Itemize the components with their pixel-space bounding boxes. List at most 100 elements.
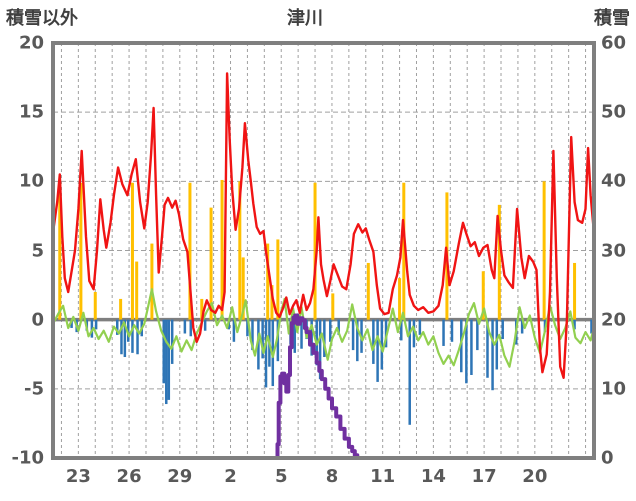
red-line (51, 72, 596, 379)
left-tick-0: 0 (31, 309, 44, 331)
precip-bars-yellow-bar (119, 298, 123, 320)
x-tick-2: 2 (224, 466, 237, 487)
negative-bars-blue-bar (203, 319, 207, 331)
negative-bars-blue-bar (131, 319, 134, 353)
negative-bars-blue-bar (486, 319, 489, 378)
precip-bars-yellow-bar (93, 292, 97, 320)
negative-bars-blue-bar (418, 319, 422, 335)
precip-bars-yellow-bar (209, 207, 213, 320)
precip-bars-yellow-bar (331, 293, 335, 320)
negative-bars-blue-bar (495, 319, 499, 370)
negative-bars-blue-bar (351, 319, 355, 351)
station-title: 津川 (287, 8, 323, 29)
precip-bars-yellow-bar (542, 181, 546, 320)
precip-bars-yellow-bar (402, 182, 406, 320)
right-tick-20: 20 (601, 309, 627, 331)
negative-bars-blue-bar (123, 319, 127, 358)
x-tick-17: 17 (471, 466, 497, 487)
negative-bars-blue-bar (126, 319, 130, 342)
left-tick-20: 20 (18, 32, 44, 54)
negative-bars-blue-bar (318, 319, 322, 380)
negative-bars-blue-bar (165, 319, 168, 405)
negative-bars-blue-bar (261, 319, 264, 359)
precip-bars-yellow-bar (241, 257, 245, 320)
negative-bars-blue-bar (470, 319, 473, 375)
negative-bars-blue-bar (300, 319, 303, 349)
left-tick--5: -5 (24, 378, 44, 400)
negative-bars-blue-bar (94, 319, 98, 330)
precip-bars-yellow-bar (313, 182, 317, 320)
left-axis-title: 積雪以外 (6, 8, 78, 29)
negative-bars-blue-bar (412, 319, 416, 348)
precip-bars-yellow-bar (481, 271, 485, 320)
negative-bars-blue-bar (136, 319, 139, 355)
negative-bars-blue-bar (400, 319, 403, 341)
x-tick-29: 29 (167, 466, 193, 487)
plot-border (51, 41, 596, 460)
negative-bars-blue-bar (90, 319, 94, 338)
negative-bars-blue-bar (450, 319, 454, 342)
precip-bars-yellow-bar (497, 204, 501, 320)
right-tick-60: 60 (601, 32, 627, 54)
precip-bars-yellow-bar (79, 182, 83, 320)
precip-bars-yellow-bar (220, 179, 224, 320)
right-tick-40: 40 (601, 170, 627, 192)
negative-bars-blue-bar (356, 319, 359, 362)
x-tick-8: 8 (325, 466, 339, 487)
negative-bars-blue-bar (70, 319, 73, 328)
precip-bars-yellow-bar (150, 243, 154, 320)
negative-bars-blue-bar (501, 319, 504, 340)
precip-bars-yellow-bar (366, 262, 370, 320)
negative-bars-blue-bar (323, 319, 326, 358)
negative-bars-blue-bar (573, 319, 576, 330)
negative-bars-blue-bar (162, 319, 165, 384)
x-tick-20: 20 (522, 466, 548, 487)
negative-bars-blue-bar (120, 319, 123, 355)
precip-bars-yellow-bar (266, 243, 270, 320)
right-tick-0: 0 (601, 447, 614, 469)
negative-bars-blue-bar (232, 319, 236, 342)
negative-bars-blue-bar (520, 319, 524, 334)
left-tick--10: -10 (11, 447, 44, 469)
precip-bars-yellow-bar (270, 285, 274, 320)
negative-bars-blue-bar (183, 319, 187, 334)
negative-bars-blue-bar (115, 319, 119, 335)
negative-bars-blue-bar (337, 319, 340, 335)
precip-bars-yellow-bar (130, 182, 134, 320)
precip-bars-yellow-bar (135, 261, 139, 320)
x-tick-26: 26 (116, 466, 142, 487)
negative-bars-blue-bar (264, 319, 268, 388)
negative-bars-blue-bar (442, 319, 445, 346)
right-tick-50: 50 (601, 101, 627, 123)
negative-bars-blue-bar (246, 319, 249, 337)
x-tick-23: 23 (65, 466, 91, 487)
negative-bars-blue-bar (465, 319, 468, 384)
snow-depth-line (51, 313, 596, 460)
negative-bars-blue-bar (189, 319, 193, 337)
right-axis-title: 積雪 (594, 8, 630, 29)
negative-bars-blue-bar (276, 319, 280, 362)
x-tick-11: 11 (370, 466, 396, 487)
negative-bars-blue-bar (251, 319, 254, 351)
precip-bars-yellow-bar (398, 278, 402, 320)
negative-bars-blue-bar (460, 319, 463, 373)
negative-bars-blue-bar (170, 319, 174, 364)
precip-bars-yellow-bar (238, 181, 242, 320)
x-tick-5: 5 (274, 466, 288, 487)
left-tick-5: 5 (31, 240, 44, 261)
precip-bars-yellow-bar (200, 298, 204, 320)
negative-bars-blue-bar (476, 319, 479, 351)
precip-bars-yellow-bar (58, 182, 62, 320)
negative-bars-blue-bar (257, 319, 260, 370)
right-tick-10: 10 (601, 378, 627, 400)
precip-bars-yellow-bar (188, 182, 192, 320)
negative-bars-blue-bar (408, 319, 411, 425)
left-tick-10: 10 (18, 170, 44, 192)
precip-bars-yellow-bar (573, 262, 577, 320)
green-line (51, 288, 596, 368)
negative-bars-blue-bar (329, 319, 332, 342)
right-tick-30: 30 (601, 240, 627, 261)
negative-bars-blue-bar (491, 319, 494, 391)
